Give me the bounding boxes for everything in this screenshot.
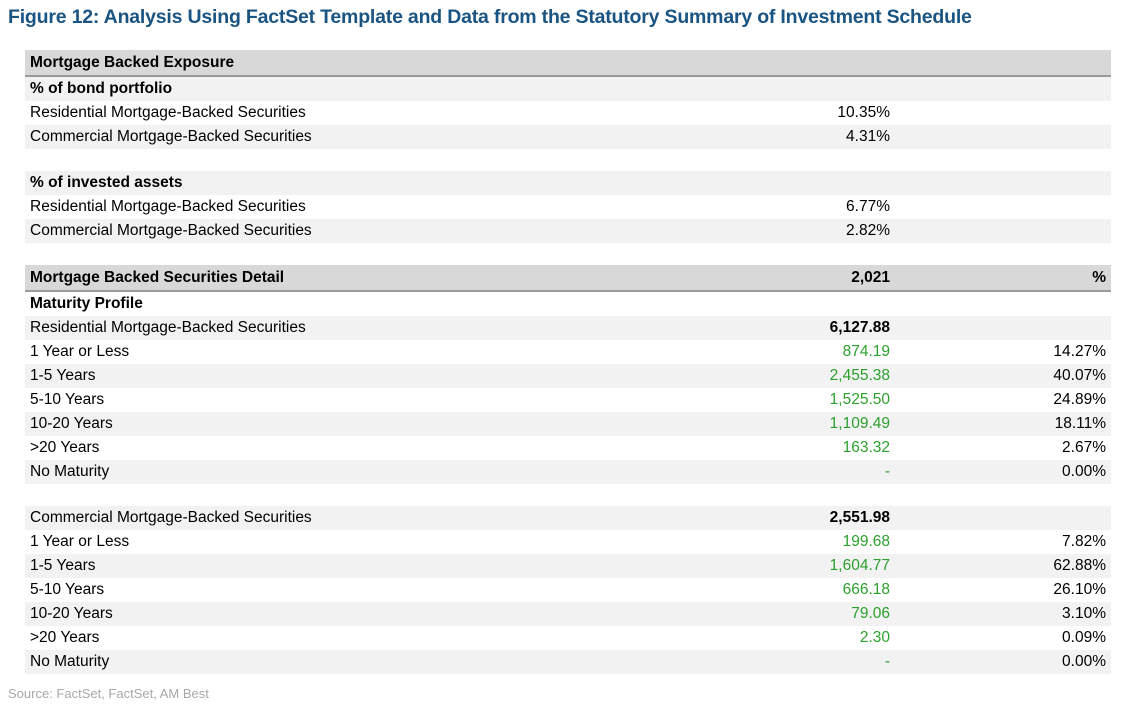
mortgage-backed-table: Mortgage Backed Exposure % of bond portf… xyxy=(25,50,1111,674)
row-label: >20 Years xyxy=(30,439,100,456)
row-label: Residential Mortgage-Backed Securities xyxy=(30,319,306,336)
section-gap xyxy=(25,243,1111,265)
row-label: Residential Mortgage-Backed Securities xyxy=(30,104,306,121)
row-label: >20 Years xyxy=(30,629,100,646)
table-row: No Maturity - 0.00% xyxy=(25,460,1111,484)
row-label: 1-5 Years xyxy=(30,557,96,574)
table-row: 5-10 Years 1,525.50 24.89% xyxy=(25,388,1111,412)
row-value: 163.32 xyxy=(842,439,890,456)
table-row: 1 Year or Less 874.19 14.27% xyxy=(25,340,1111,364)
row-pct: 3.10% xyxy=(1062,605,1106,622)
table-row: Commercial Mortgage-Backed Securities 2,… xyxy=(25,506,1111,530)
row-label: 5-10 Years xyxy=(30,391,105,408)
row-value: 2.30 xyxy=(859,629,890,646)
row-value: - xyxy=(884,653,890,670)
figure-title: Figure 12: Analysis Using FactSet Templa… xyxy=(8,6,972,28)
detail-section-header: Mortgage Backed Securities Detail 2,021 … xyxy=(25,265,1111,292)
row-pct: 62.88% xyxy=(1053,557,1106,574)
section-header-value: 2,021 xyxy=(851,268,890,286)
row-total: 6,127.88 xyxy=(829,319,890,336)
row-value: 2.82% xyxy=(846,222,890,239)
row-value: 874.19 xyxy=(842,343,890,360)
table-row: 10-20 Years 1,109.49 18.11% xyxy=(25,412,1111,436)
row-total: 2,551.98 xyxy=(829,509,890,526)
table-row: Commercial Mortgage-Backed Securities 2.… xyxy=(25,219,1111,243)
section-gap xyxy=(25,484,1111,506)
source-note: Source: FactSet, FactSet, AM Best xyxy=(8,686,209,701)
row-label: 1-5 Years xyxy=(30,367,96,384)
row-pct: 0.09% xyxy=(1062,629,1106,646)
row-label: 5-10 Years xyxy=(30,581,105,598)
row-pct: 40.07% xyxy=(1053,367,1106,384)
row-value: 1,525.50 xyxy=(829,391,890,408)
row-label: 1 Year or Less xyxy=(30,533,130,550)
table-row: Residential Mortgage-Backed Securities 6… xyxy=(25,195,1111,219)
row-label: Residential Mortgage-Backed Securities xyxy=(30,198,306,215)
table-row: >20 Years 163.32 2.67% xyxy=(25,436,1111,460)
table-row: Maturity Profile xyxy=(25,292,1111,316)
table-row: 1-5 Years 2,455.38 40.07% xyxy=(25,364,1111,388)
row-label: Commercial Mortgage-Backed Securities xyxy=(30,222,312,239)
row-pct: 0.00% xyxy=(1062,463,1106,480)
row-value: 1,604.77 xyxy=(829,557,890,574)
table-row: % of bond portfolio xyxy=(25,77,1111,101)
section-header-label: Mortgage Backed Exposure xyxy=(30,53,235,71)
table-row: % of invested assets xyxy=(25,171,1111,195)
table-row: 5-10 Years 666.18 26.10% xyxy=(25,578,1111,602)
row-pct: 14.27% xyxy=(1053,343,1106,360)
row-value: 199.68 xyxy=(842,533,890,550)
table-row: 10-20 Years 79.06 3.10% xyxy=(25,602,1111,626)
group-label: % of bond portfolio xyxy=(30,80,173,97)
row-value: 1,109.49 xyxy=(829,415,890,432)
table-row: 1-5 Years 1,604.77 62.88% xyxy=(25,554,1111,578)
row-pct: 7.82% xyxy=(1062,533,1106,550)
row-value: 666.18 xyxy=(842,581,890,598)
row-label: Commercial Mortgage-Backed Securities xyxy=(30,128,312,145)
row-label: 10-20 Years xyxy=(30,605,113,622)
exposure-section-header: Mortgage Backed Exposure xyxy=(25,50,1111,77)
row-value: 79.06 xyxy=(851,605,890,622)
row-label: Commercial Mortgage-Backed Securities xyxy=(30,509,312,526)
table-row: Residential Mortgage-Backed Securities 1… xyxy=(25,101,1111,125)
row-value: 2,455.38 xyxy=(829,367,890,384)
row-label: No Maturity xyxy=(30,653,110,670)
row-label: No Maturity xyxy=(30,463,110,480)
table-row: No Maturity - 0.00% xyxy=(25,650,1111,674)
row-pct: 18.11% xyxy=(1054,415,1106,432)
row-pct: 24.89% xyxy=(1053,391,1106,408)
table-row: >20 Years 2.30 0.09% xyxy=(25,626,1111,650)
row-value: 4.31% xyxy=(846,128,890,145)
table-row: Commercial Mortgage-Backed Securities 4.… xyxy=(25,125,1111,149)
section-header-label: Mortgage Backed Securities Detail xyxy=(30,268,285,286)
row-pct: 2.67% xyxy=(1062,439,1106,456)
section-gap xyxy=(25,149,1111,171)
table-row: Residential Mortgage-Backed Securities 6… xyxy=(25,316,1111,340)
table-row: 1 Year or Less 199.68 7.82% xyxy=(25,530,1111,554)
row-pct: 26.10% xyxy=(1053,581,1106,598)
row-pct: 0.00% xyxy=(1062,653,1106,670)
row-label: 10-20 Years xyxy=(30,415,113,432)
row-value: - xyxy=(884,463,890,480)
row-value: 10.35% xyxy=(837,104,890,121)
group-label: Maturity Profile xyxy=(30,295,143,312)
row-label: 1 Year or Less xyxy=(30,343,130,360)
group-label: % of invested assets xyxy=(30,174,183,191)
row-value: 6.77% xyxy=(846,198,890,215)
section-header-pct: % xyxy=(1092,268,1106,286)
